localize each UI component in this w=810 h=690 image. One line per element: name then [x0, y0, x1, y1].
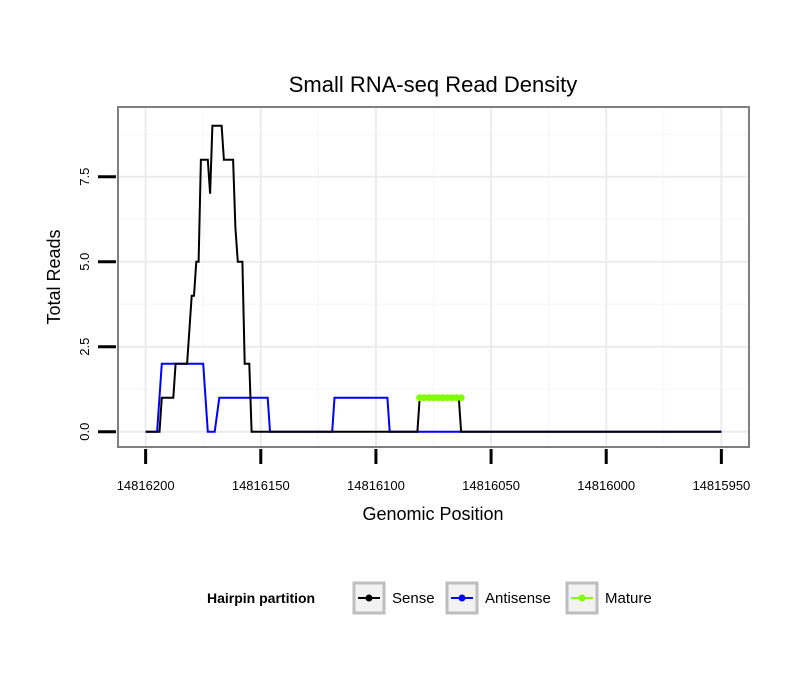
y-axis-title: Total Reads: [44, 229, 64, 324]
x-tick-label: 14816200: [117, 478, 175, 493]
series-layer: [145, 124, 722, 433]
legend-dot-antisense: [458, 594, 466, 602]
legend-title: Hairpin partition: [207, 590, 315, 606]
y-tick-label: 0.0: [77, 423, 92, 441]
x-tick-label: 14816000: [577, 478, 635, 493]
x-axis-title: Genomic Position: [362, 504, 503, 524]
legend-label-sense: Sense: [392, 590, 435, 607]
y-tick-label: 5.0: [77, 253, 92, 271]
chart-title: Small RNA-seq Read Density: [289, 72, 578, 97]
series-line-sense: [145, 124, 722, 433]
x-axis-ticks: 14816200 14816150 14816100 14816050 14816000…: [117, 449, 750, 493]
plot-panel-border: [117, 106, 750, 448]
y-tick-label: 7.5: [77, 168, 92, 186]
x-tick-label: 14816100: [347, 478, 405, 493]
legend: Hairpin partition Sense Antisense Mature: [207, 581, 652, 615]
grid-lines: [118, 107, 749, 447]
x-tick-label: 14816050: [462, 478, 520, 493]
legend-dot-mature: [578, 594, 586, 602]
x-tick-label: 14816150: [232, 478, 290, 493]
data-point-mature: [457, 394, 465, 402]
x-tick-label: 14815950: [692, 478, 750, 493]
legend-label-mature: Mature: [605, 590, 652, 607]
legend-items: Sense Antisense Mature: [352, 581, 652, 615]
legend-label-antisense: Antisense: [485, 590, 551, 607]
y-axis-ticks: 0.0 2.5 5.0 7.5: [77, 168, 116, 441]
y-tick-label: 2.5: [77, 338, 92, 356]
legend-dot-sense: [365, 594, 373, 602]
